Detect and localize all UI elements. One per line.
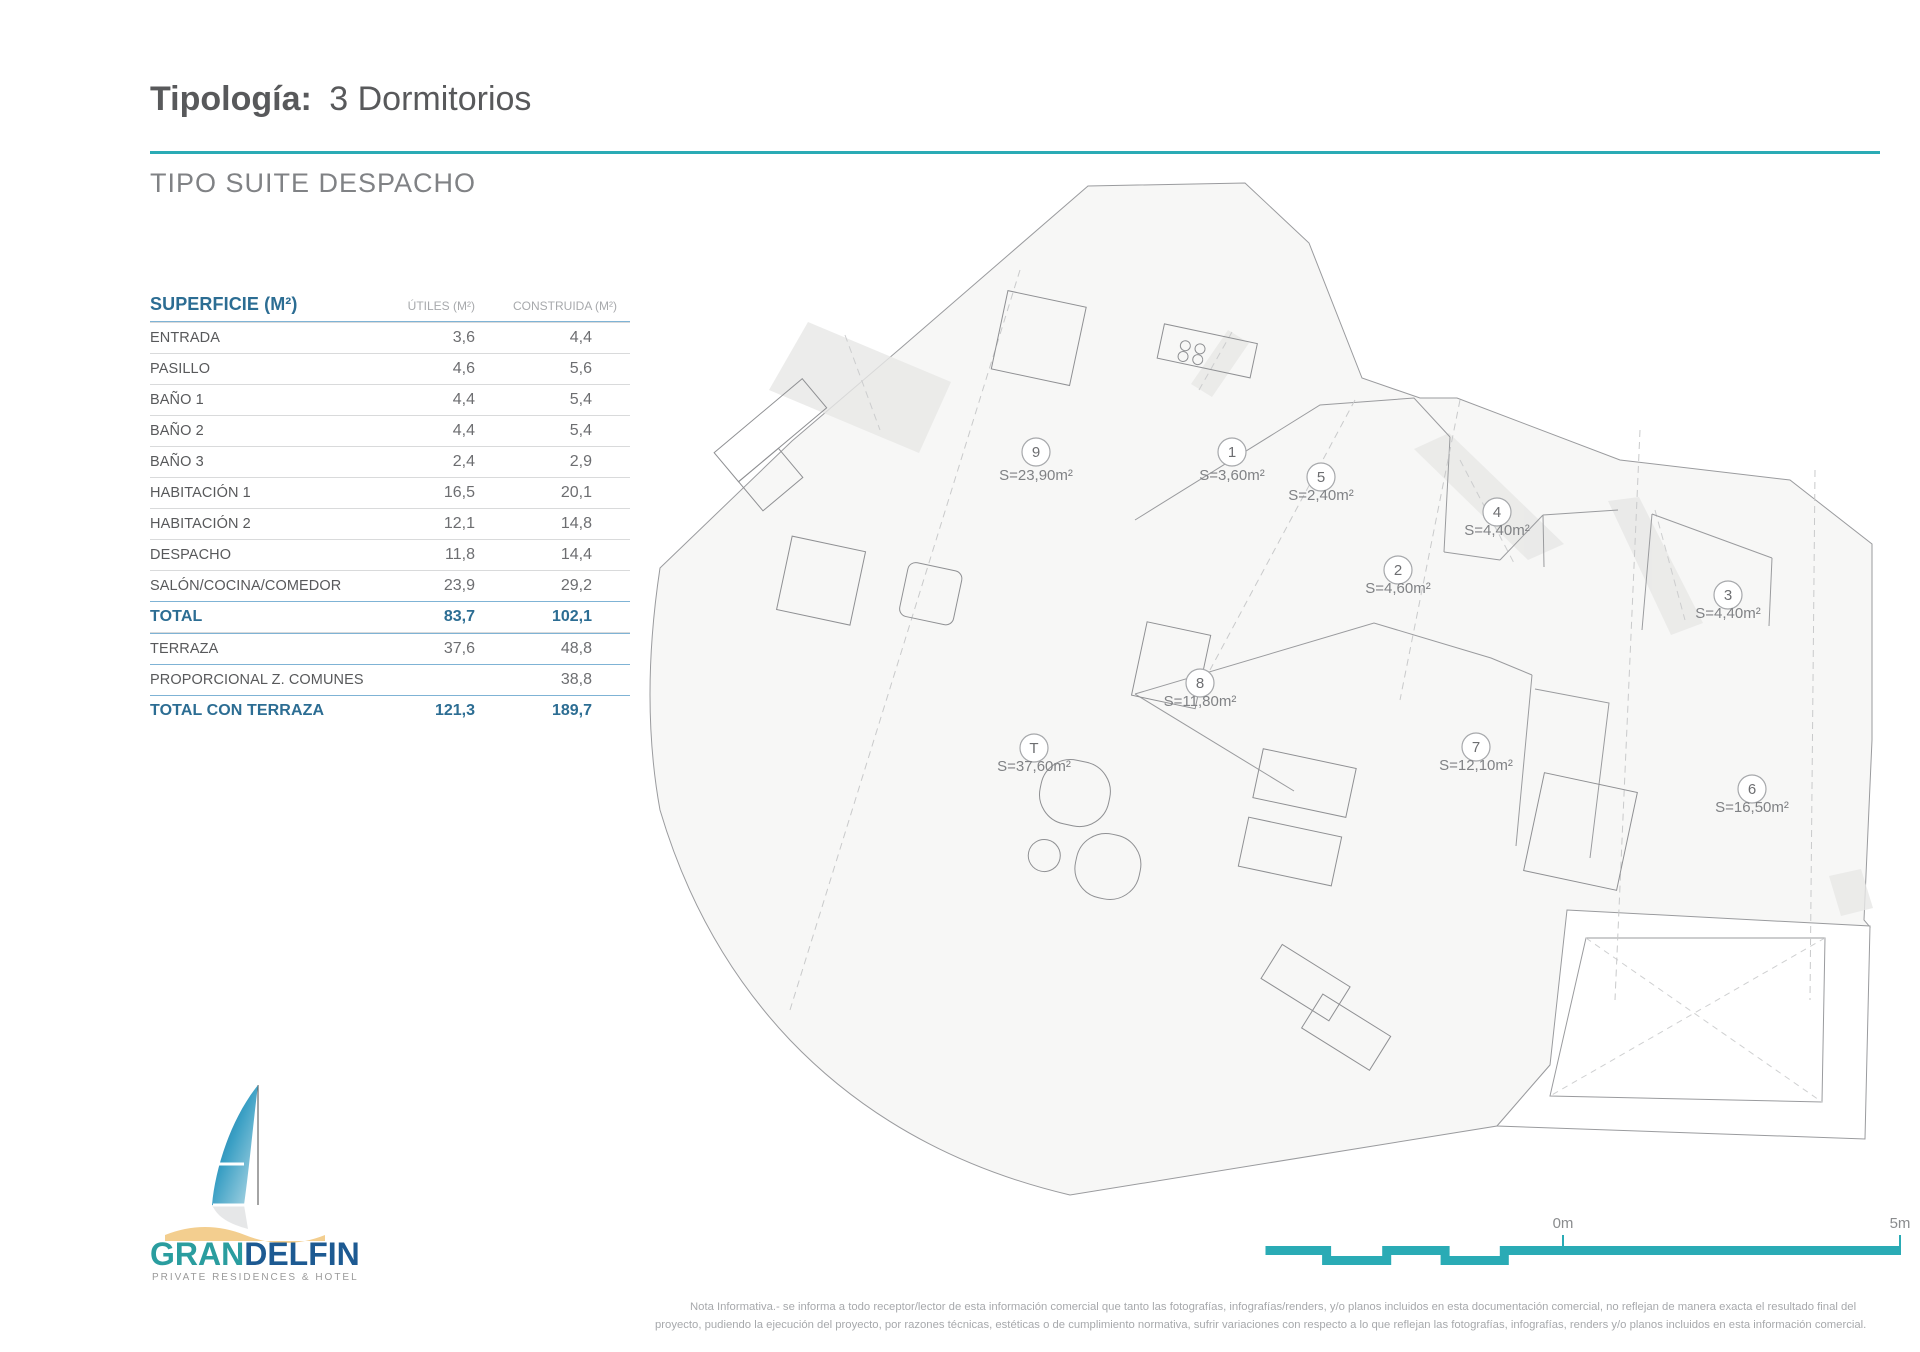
svg-text:S=3,60m²: S=3,60m² [1199,467,1264,484]
svg-text:3: 3 [1724,587,1732,604]
svg-text:7: 7 [1472,739,1480,756]
svg-text:S=37,60m²: S=37,60m² [997,758,1071,775]
svg-text:S=11,80m²: S=11,80m² [1164,693,1237,710]
svg-text:S=4,40m²: S=4,40m² [1695,605,1760,622]
svg-text:5: 5 [1317,469,1325,486]
svg-text:6: 6 [1748,781,1756,798]
svg-text:1: 1 [1228,444,1236,461]
svg-text:S=4,60m²: S=4,60m² [1365,580,1430,597]
svg-text:S=23,90m²: S=23,90m² [999,467,1073,484]
svg-text:2: 2 [1394,562,1402,579]
svg-text:S=12,10m²: S=12,10m² [1439,757,1513,774]
svg-text:5m: 5m [1890,1215,1911,1232]
svg-text:4: 4 [1493,504,1501,521]
svg-text:T: T [1029,740,1038,757]
svg-text:S=2,40m²: S=2,40m² [1288,487,1353,504]
svg-text:9: 9 [1032,444,1040,461]
svg-text:0m: 0m [1553,1215,1574,1232]
svg-text:S=4,40m²: S=4,40m² [1464,522,1529,539]
svg-text:S=16,50m²: S=16,50m² [1715,799,1789,816]
svg-text:8: 8 [1196,675,1204,692]
